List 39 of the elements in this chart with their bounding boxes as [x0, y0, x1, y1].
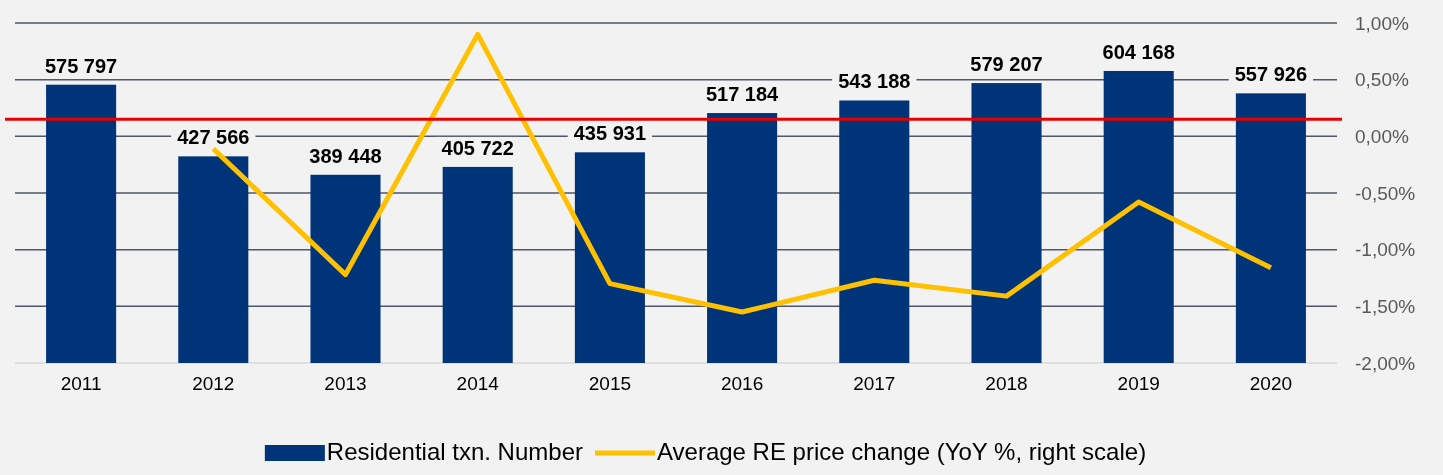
data-label: 405 722 [441, 136, 514, 159]
legend-label: Average RE price change (YoY %, right scale) [656, 438, 1147, 465]
x-tick-label: 2012 [192, 373, 235, 395]
bar [46, 84, 117, 363]
bar [1235, 93, 1306, 363]
bar [310, 174, 381, 363]
data-label: 543 188 [838, 70, 911, 93]
y2-tick-label: 0,50% [1355, 69, 1409, 91]
x-tick-label: 2019 [1117, 373, 1160, 395]
bar [971, 83, 1042, 363]
data-label: 579 207 [970, 53, 1043, 76]
y2-tick-label: -1,50% [1355, 295, 1416, 317]
data-label: 517 184 [705, 83, 780, 106]
bar [178, 156, 249, 363]
data-label: 575 797 [44, 54, 118, 77]
data-label: 604 168 [1102, 41, 1175, 63]
x-tick-label: 2020 [1249, 373, 1293, 395]
y2-tick-label: -2,00% [1355, 352, 1416, 374]
x-tick-label: 2018 [985, 373, 1028, 395]
x-tick-label: 2013 [324, 373, 367, 395]
bar [707, 113, 778, 363]
y2-tick-label: -0,50% [1355, 182, 1416, 204]
data-label: 557 926 [1234, 63, 1308, 86]
bar [574, 152, 645, 363]
x-tick-label: 2017 [853, 373, 896, 395]
x-tick-label: 2014 [456, 373, 500, 395]
y2-tick-label: 1,00% [1355, 12, 1409, 34]
x-tick-label: 2016 [720, 373, 764, 395]
bar [839, 100, 910, 363]
y2-tick-label: -1,00% [1355, 239, 1416, 261]
data-label: 435 931 [573, 122, 647, 145]
bar [1103, 71, 1174, 363]
data-label: 389 448 [309, 144, 382, 167]
x-tick-label: 2015 [588, 373, 632, 395]
data-label: 427 566 [177, 126, 250, 149]
x-tick-label: 2011 [60, 373, 102, 395]
y2-tick-label: 0,00% [1355, 125, 1409, 147]
bar [442, 166, 513, 363]
legend-label: Residential txn. Number [326, 438, 583, 465]
